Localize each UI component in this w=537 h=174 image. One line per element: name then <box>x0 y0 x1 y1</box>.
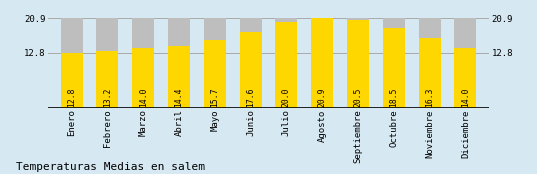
Bar <box>168 46 190 108</box>
Bar <box>204 41 226 108</box>
Bar <box>61 53 83 108</box>
Text: 20.9: 20.9 <box>318 87 326 107</box>
Bar <box>240 32 262 108</box>
Bar <box>61 18 83 108</box>
Text: 18.5: 18.5 <box>389 87 398 107</box>
Text: 14.0: 14.0 <box>139 87 148 107</box>
Bar <box>418 38 441 108</box>
Bar <box>311 18 333 108</box>
Text: 14.0: 14.0 <box>461 87 470 107</box>
Bar <box>240 18 262 108</box>
Text: 12.8: 12.8 <box>67 87 76 107</box>
Bar <box>204 18 226 108</box>
Bar <box>275 22 297 108</box>
Bar <box>96 18 119 108</box>
Bar <box>132 18 154 108</box>
Text: 15.7: 15.7 <box>211 87 219 107</box>
Bar <box>96 51 119 108</box>
Bar <box>383 28 405 108</box>
Bar <box>454 48 476 108</box>
Bar <box>347 18 369 108</box>
Bar <box>347 20 369 108</box>
Text: 20.0: 20.0 <box>282 87 291 107</box>
Text: 17.6: 17.6 <box>246 87 255 107</box>
Bar <box>454 18 476 108</box>
Bar <box>383 18 405 108</box>
Text: 13.2: 13.2 <box>103 87 112 107</box>
Bar <box>311 18 333 108</box>
Bar <box>418 18 441 108</box>
Bar <box>275 18 297 108</box>
Bar <box>168 18 190 108</box>
Text: 16.3: 16.3 <box>425 87 434 107</box>
Bar <box>132 48 154 108</box>
Text: Temperaturas Medias en salem: Temperaturas Medias en salem <box>16 162 205 172</box>
Text: 20.5: 20.5 <box>353 87 362 107</box>
Text: 14.4: 14.4 <box>175 87 184 107</box>
